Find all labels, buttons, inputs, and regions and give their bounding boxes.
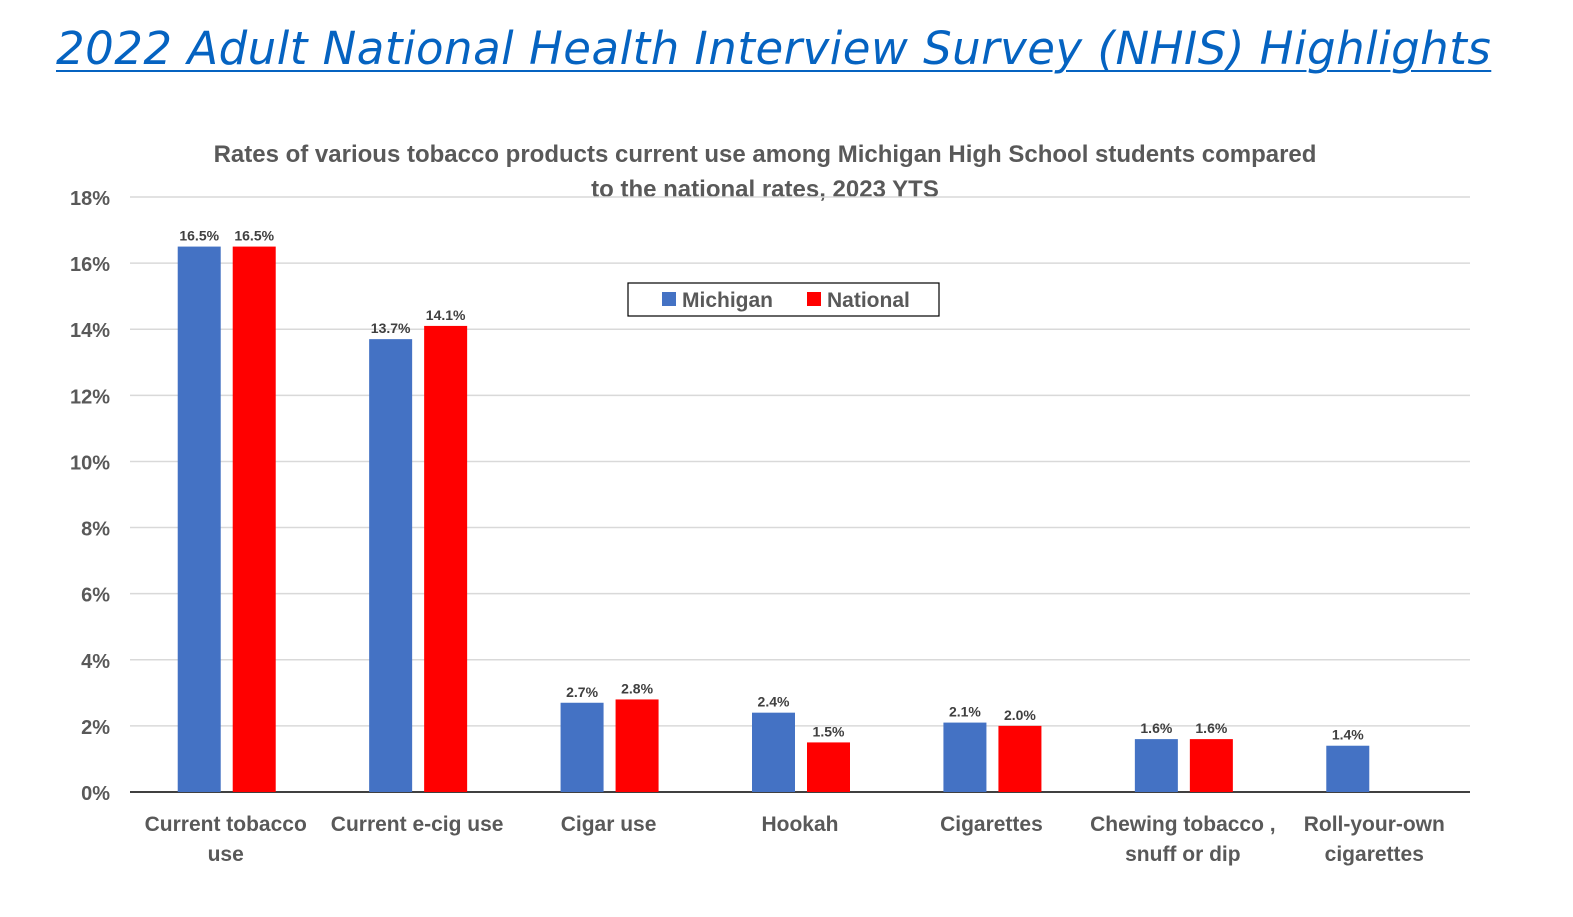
bar-michigan [177, 246, 221, 793]
x-tick-label: Hookah [761, 813, 838, 836]
bar-national [807, 742, 850, 792]
bar-national [424, 325, 468, 792]
y-tick-label: 14% [70, 320, 110, 342]
y-tick-label: 6% [81, 585, 110, 607]
x-tick-label: Current e-cig use [331, 813, 504, 836]
x-tick-label: use [208, 843, 244, 866]
bar-national [232, 246, 276, 793]
y-tick-label: 10% [70, 452, 110, 474]
bar-national [1189, 739, 1233, 792]
bar-michigan [369, 339, 413, 792]
data-label: 2.8% [621, 680, 653, 696]
x-tick-label: Roll-your-own [1304, 813, 1445, 836]
bar-national [998, 725, 1042, 792]
bar-michigan [1134, 739, 1178, 792]
bar-national [615, 699, 659, 792]
data-label: 1.4% [1332, 727, 1364, 743]
data-label: 1.6% [1195, 720, 1227, 736]
data-label: 2.7% [566, 684, 598, 700]
x-tick-label: Chewing tobacco , [1090, 813, 1276, 836]
data-label: 1.5% [813, 723, 845, 739]
x-tick-label: snuff or dip [1125, 843, 1240, 866]
data-label: 2.4% [758, 694, 790, 710]
y-tick-label: 12% [70, 386, 110, 408]
bar-michigan [943, 722, 987, 792]
y-tick-label: 4% [81, 651, 110, 673]
data-label: 16.5% [179, 228, 219, 244]
legend-label: Michigan [682, 289, 773, 312]
x-tick-label: Cigarettes [940, 813, 1043, 836]
y-tick-label: 2% [81, 717, 110, 739]
bar-michigan [560, 702, 604, 792]
bar-michigan [752, 712, 795, 792]
bar-michigan [1326, 745, 1370, 792]
chart-title: Rates of various tobacco products curren… [214, 141, 1317, 168]
data-label: 16.5% [234, 228, 274, 244]
data-label: 1.6% [1140, 720, 1172, 736]
legend-swatch-national [807, 292, 821, 306]
chart-title: to the national rates, 2023 YTS [591, 176, 939, 203]
legend-swatch-michigan [662, 292, 676, 306]
data-label: 13.7% [371, 320, 411, 336]
x-tick-label: cigarettes [1325, 843, 1424, 866]
data-label: 14.1% [426, 307, 466, 323]
data-label: 2.1% [949, 704, 981, 720]
data-label: 2.0% [1004, 707, 1036, 723]
x-tick-label: Cigar use [561, 813, 657, 836]
page-title[interactable]: 2022 Adult National Health Interview Sur… [56, 22, 1492, 75]
y-tick-label: 16% [70, 254, 110, 276]
legend [627, 282, 940, 317]
x-tick-label: Current tobacco [145, 813, 307, 836]
y-tick-label: 0% [81, 783, 110, 805]
y-tick-label: 8% [81, 519, 110, 541]
y-tick-label: 18% [70, 188, 110, 210]
legend-label: National [827, 289, 910, 312]
